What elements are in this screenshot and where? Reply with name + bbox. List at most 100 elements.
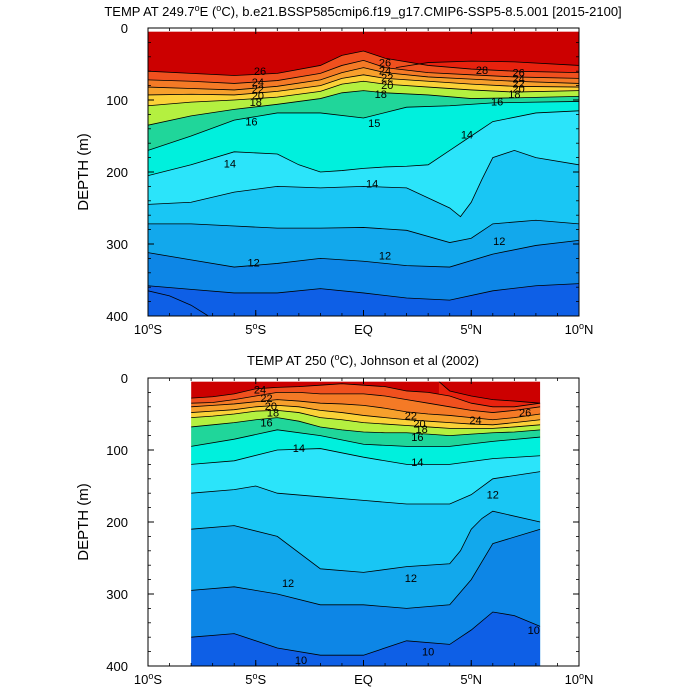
isotherm-26 (191, 383, 541, 408)
panel-top-contour-fills (148, 31, 579, 316)
contour-label: 24 (513, 73, 525, 85)
x-tick-label: 10oS (134, 671, 162, 687)
contour-label: 16 (411, 432, 423, 444)
contour-label: 18 (416, 424, 428, 436)
x-tick-label: EQ (354, 672, 373, 687)
contour-label: 26 (379, 58, 391, 70)
isotherm-18 (191, 409, 541, 429)
isotherm-20 (191, 404, 541, 426)
isotherm-11 (191, 528, 541, 609)
contour-label: 20 (513, 83, 525, 95)
isotherm-24 (148, 59, 579, 84)
y-tick-label: 100 (106, 93, 128, 108)
isotherm-22 (148, 67, 579, 91)
y-tick-label: 400 (106, 659, 128, 674)
panel-bottom: TEMP AT 250 (oC), Johnson et al (2002) 2… (75, 352, 593, 687)
isotherm-14 (148, 110, 579, 176)
panel-bottom-x-axis: 10oS 5oS EQ 5oN 10oN (134, 378, 594, 687)
x-tick-label: 5oN (460, 321, 482, 337)
x-tick-label: 5oS (245, 321, 266, 337)
contour-label: 12 (379, 251, 391, 263)
panel-bottom-contour-lines (191, 381, 541, 656)
isotherm-18 (148, 80, 579, 107)
contour-label: 18 (508, 89, 520, 101)
contour-label: 10 (295, 655, 307, 667)
isotherm-12 (191, 510, 541, 573)
x-tick-label: 10oN (565, 671, 594, 687)
isotherm-24 (191, 392, 541, 413)
contour-label: 12 (493, 236, 505, 248)
contour-label: 12 (487, 490, 499, 502)
contour-label: 18 (375, 89, 387, 101)
panel-top-y-axis: 0 100 200 300 400 (106, 21, 579, 324)
contour-label: 14 (461, 130, 473, 142)
isotherm-15 (148, 101, 579, 151)
y-tick-label: 400 (106, 309, 128, 324)
isotherm-28 (438, 381, 541, 404)
contour-label: 18 (267, 408, 279, 420)
contour-label: 22 (252, 84, 264, 96)
contour-label: 24 (254, 385, 266, 397)
contour-label: 20 (252, 91, 264, 103)
panel-bottom-title: TEMP AT 250 (oC), Johnson et al (2002) (247, 352, 479, 368)
isotherm-16 (148, 90, 579, 126)
contour-label: 15 (368, 118, 380, 130)
isotherm-15 (191, 429, 541, 447)
contour-label: 14 (224, 158, 236, 170)
no-data-left (148, 378, 192, 666)
contour-label: 10 (422, 647, 434, 659)
contour-label: 26 (513, 68, 525, 80)
x-tick-label: EQ (354, 322, 373, 337)
isotherm-9 (148, 290, 209, 316)
y-tick-label: 200 (106, 165, 128, 180)
isotherm-20 (148, 74, 579, 96)
isotherm-10 (148, 283, 579, 301)
y-tick-label: 100 (106, 443, 128, 458)
y-tick-label: 0 (121, 21, 128, 36)
contour-label: 10 (528, 625, 540, 637)
band-below-10 (191, 612, 541, 666)
band-below-10 (148, 283, 579, 316)
panel-bottom-contour-fills (191, 381, 541, 666)
contour-label: 24 (252, 77, 264, 89)
x-tick-label: 10oS (134, 321, 162, 337)
contour-label: 14 (411, 457, 423, 469)
contour-label: 16 (260, 418, 272, 430)
contour-label: 24 (469, 415, 481, 427)
no-data-right (540, 378, 579, 666)
contour-label: 16 (491, 96, 503, 108)
contour-label: 20 (265, 401, 277, 413)
band-below-9 (148, 290, 209, 316)
isotherm-14 (191, 448, 541, 465)
isotherm-13 (148, 149, 579, 218)
contour-label: 24 (379, 65, 391, 77)
y-tick-label: 200 (106, 515, 128, 530)
y-tick-label: 300 (106, 587, 128, 602)
contour-label: 28 (476, 65, 488, 77)
y-tick-label: 0 (121, 371, 128, 386)
isotherm-10 (191, 611, 541, 656)
isotherm-28 (395, 60, 579, 68)
contour-label: 20 (413, 418, 425, 430)
y-tick-label: 300 (106, 237, 128, 252)
panel-top-y-label: DEPTH (m) (75, 133, 92, 211)
contour-label: 12 (405, 573, 417, 585)
panel-top: TEMP AT 249.7oE (oC), b.e21.BSSP585cmip6… (75, 3, 622, 337)
isotherm-13 (191, 471, 541, 505)
contour-label: 14 (366, 179, 378, 191)
band-below-11 (191, 529, 541, 666)
contour-label: 18 (250, 97, 262, 109)
panel-top-title: TEMP AT 249.7oE (oC), b.e21.BSSP585cmip6… (104, 3, 621, 19)
x-tick-label: 10oN (565, 321, 594, 337)
contour-label: 22 (513, 78, 525, 90)
isotherm-12 (148, 219, 579, 243)
contour-label: 12 (282, 578, 294, 590)
isotherm-26 (148, 50, 579, 76)
isotherm-16 (191, 417, 541, 437)
contour-label: 20 (381, 80, 393, 92)
panel-bottom-y-label: DEPTH (m) (75, 483, 92, 561)
isotherm-22 (191, 399, 541, 421)
